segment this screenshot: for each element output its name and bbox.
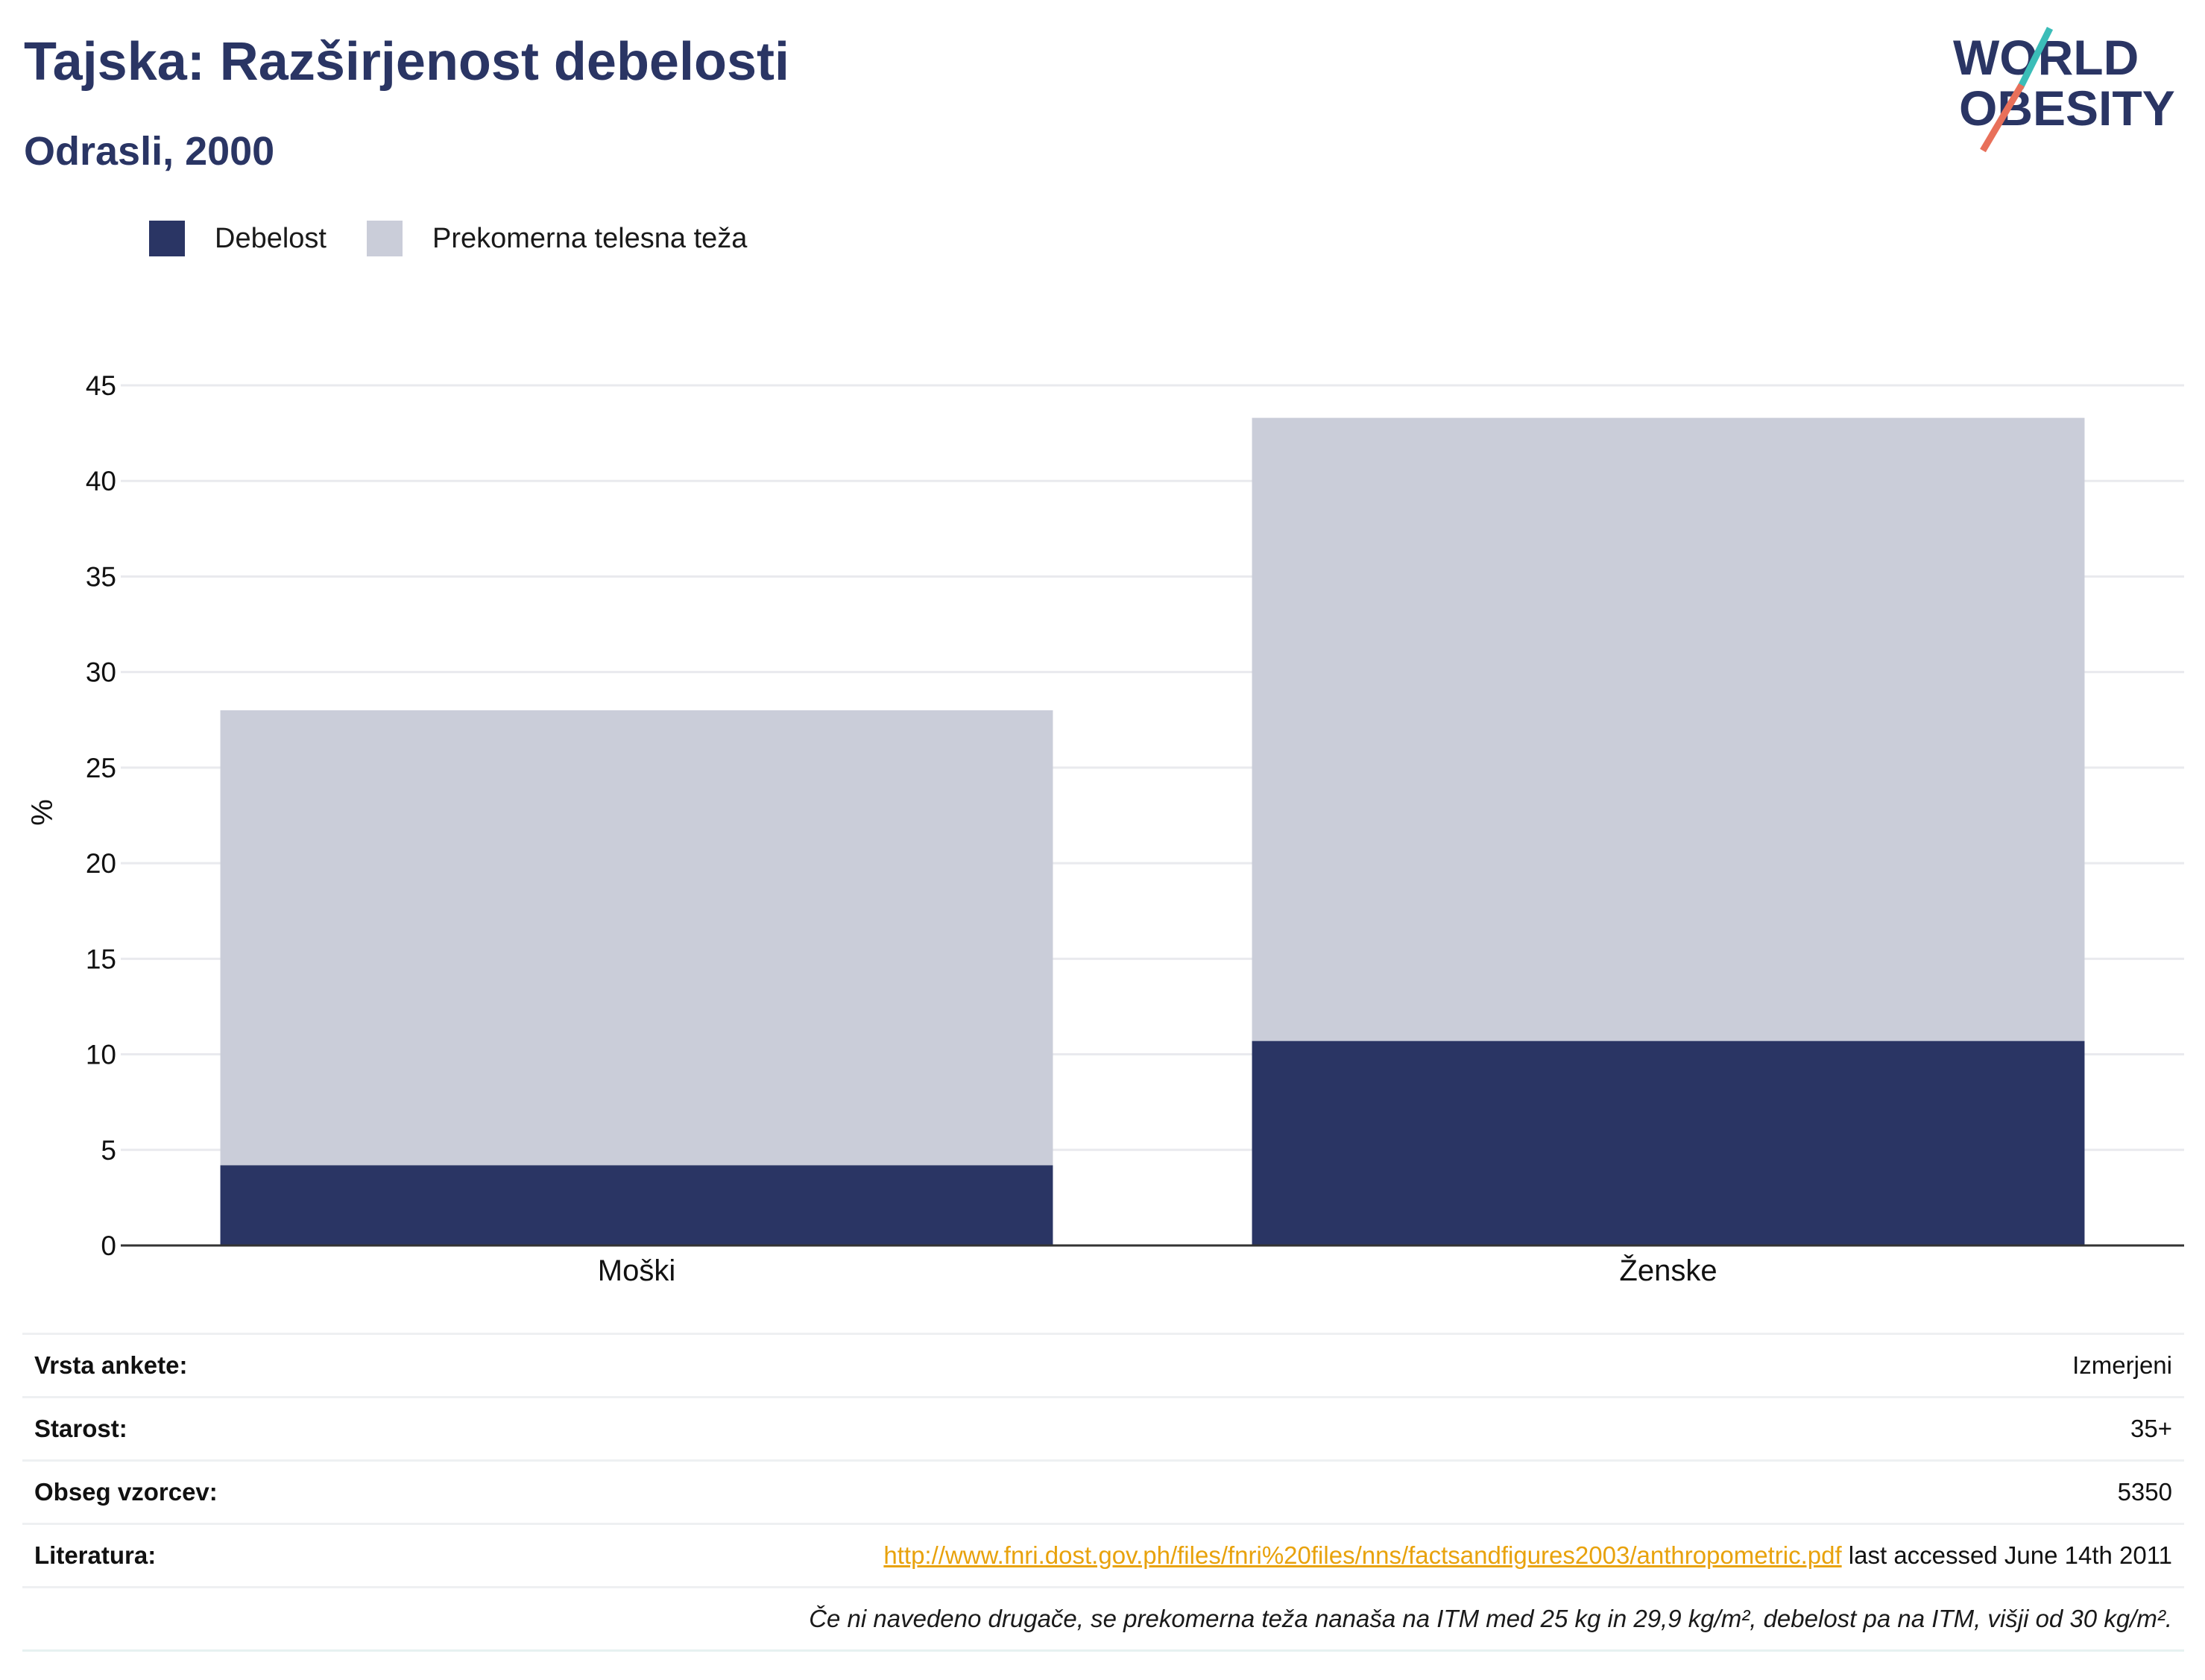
chart-subtitle: Odrasli, 2000	[24, 129, 275, 174]
info-value: 5350	[2117, 1478, 2172, 1506]
y-tick-label: 45	[86, 370, 116, 401]
y-tick-label: 20	[86, 848, 116, 879]
y-tick-labels: 0 5 10 15 20 25 30 35 40 45	[86, 370, 116, 1261]
x-tick-label: Moški	[598, 1254, 675, 1287]
logo-slash-top	[2016, 26, 2054, 90]
x-tick-label: Ženske	[1619, 1254, 1717, 1287]
literature-value: http://www.fnri.dost.gov.ph/files/fnri%2…	[883, 1541, 2184, 1570]
info-value: Izmerjeni	[2072, 1351, 2172, 1379]
y-axis-label: %	[26, 799, 59, 826]
bar-obesity-men	[220, 1165, 1053, 1245]
y-tick-label: 0	[101, 1231, 116, 1261]
legend-item-overweight: Prekomerna telesna teža	[366, 221, 748, 256]
y-tick-label: 5	[101, 1135, 116, 1166]
legend-item-obesity: Debelost	[149, 221, 327, 256]
literature-suffix: last accessed June 14th 2011	[1841, 1541, 2172, 1569]
y-tick-label: 40	[86, 466, 116, 496]
chart-legend: Debelost Prekomerna telesna teža	[149, 221, 787, 256]
info-row-survey-type: Vrsta ankete: Izmerjeni	[22, 1333, 2184, 1396]
info-label: Starost:	[34, 1415, 127, 1442]
legend-swatch-obesity	[149, 221, 185, 256]
stacked-bar-chart: 0 5 10 15 20 25 30 35 40 45 Moški Ženske %	[26, 370, 2184, 1287]
literature-link[interactable]: http://www.fnri.dost.gov.ph/files/fnri%2…	[883, 1541, 1842, 1569]
info-value: 35+	[2130, 1415, 2172, 1442]
legend-label-overweight: Prekomerna telesna teža	[432, 222, 748, 254]
info-row-age: Starost: 35+	[22, 1396, 2184, 1459]
bar-obesity-women	[1252, 1040, 2085, 1245]
y-tick-label: 15	[86, 944, 116, 974]
info-label: Literatura:	[34, 1541, 157, 1569]
bar-overweight-men	[220, 710, 1053, 1166]
bars	[220, 417, 2085, 1245]
logo-slash-bottom	[1980, 83, 2025, 153]
info-row-note: Če ni navedeno drugače, se prekomerna te…	[22, 1586, 2184, 1652]
info-row-sample-size: Obseg vzorcev: 5350	[22, 1459, 2184, 1523]
bar-overweight-women	[1252, 417, 2085, 1041]
y-tick-label: 10	[86, 1040, 116, 1070]
definition-note: Če ni navedeno drugače, se prekomerna te…	[809, 1605, 2172, 1632]
y-tick-label: 35	[86, 561, 116, 592]
info-table: Vrsta ankete: Izmerjeni Starost: 35+ Obs…	[22, 1333, 2184, 1652]
legend-swatch-overweight	[366, 221, 403, 256]
x-tick-labels: Moški Ženske	[598, 1254, 1717, 1287]
chart-title: Tajska: Razširjenost debelosti	[24, 32, 789, 92]
world-obesity-logo: WORLD OBESITY	[1953, 26, 2175, 153]
info-label: Obseg vzorcev:	[34, 1478, 218, 1506]
info-row-literature: Literatura: http://www.fnri.dost.gov.ph/…	[22, 1523, 2184, 1586]
y-tick-label: 25	[86, 753, 116, 783]
info-label: Vrsta ankete:	[34, 1351, 188, 1379]
legend-label-obesity: Debelost	[215, 222, 327, 254]
y-tick-label: 30	[86, 657, 116, 688]
